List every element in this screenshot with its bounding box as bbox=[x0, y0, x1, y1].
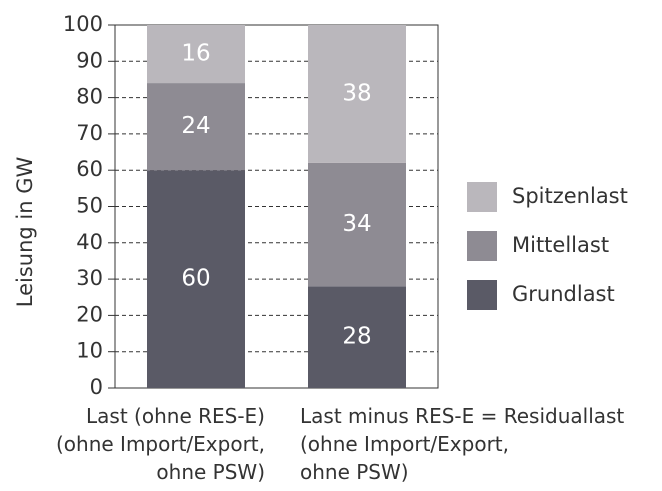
data-label: 24 bbox=[181, 113, 210, 139]
bar-segment bbox=[147, 25, 245, 84]
y-tick-label: 30 bbox=[76, 266, 103, 290]
y-tick-label: 100 bbox=[63, 12, 103, 36]
y-tick-label: 50 bbox=[76, 194, 103, 218]
data-label: 38 bbox=[342, 80, 371, 106]
data-label: 34 bbox=[342, 211, 371, 237]
data-label: 60 bbox=[181, 266, 210, 292]
bar-segment bbox=[308, 162, 406, 287]
legend-label: Spitzenlast bbox=[512, 184, 628, 208]
y-tick-label: 0 bbox=[90, 375, 103, 399]
legend-label: Mittellast bbox=[512, 233, 609, 257]
y-tick-label: 70 bbox=[76, 121, 103, 145]
bar-segment bbox=[147, 83, 245, 171]
y-tick-label: 90 bbox=[76, 48, 103, 72]
y-tick-label: 10 bbox=[76, 339, 103, 363]
legend-label: Grundlast bbox=[512, 282, 615, 306]
bar-segment bbox=[308, 25, 406, 163]
y-tick-label: 20 bbox=[76, 302, 103, 326]
data-label: 16 bbox=[181, 41, 210, 67]
data-label: 28 bbox=[342, 324, 371, 350]
y-tick-label: 60 bbox=[76, 157, 103, 181]
bar-segment bbox=[308, 286, 406, 388]
legend-swatch bbox=[467, 231, 497, 261]
legend-swatch bbox=[467, 182, 497, 212]
x-tick-label: Last (ohne RES-E) (ohne Import/Export, o… bbox=[56, 404, 265, 484]
bar-segment bbox=[147, 170, 245, 388]
legend-swatch bbox=[467, 280, 497, 310]
y-tick-label: 40 bbox=[76, 230, 103, 254]
y-axis-label: Leisung in GW bbox=[13, 157, 37, 308]
x-tick-label: Last minus RES-E = Residuallast (ohne Im… bbox=[300, 404, 625, 484]
y-tick-label: 80 bbox=[76, 85, 103, 109]
plot-frame bbox=[114, 24, 439, 389]
